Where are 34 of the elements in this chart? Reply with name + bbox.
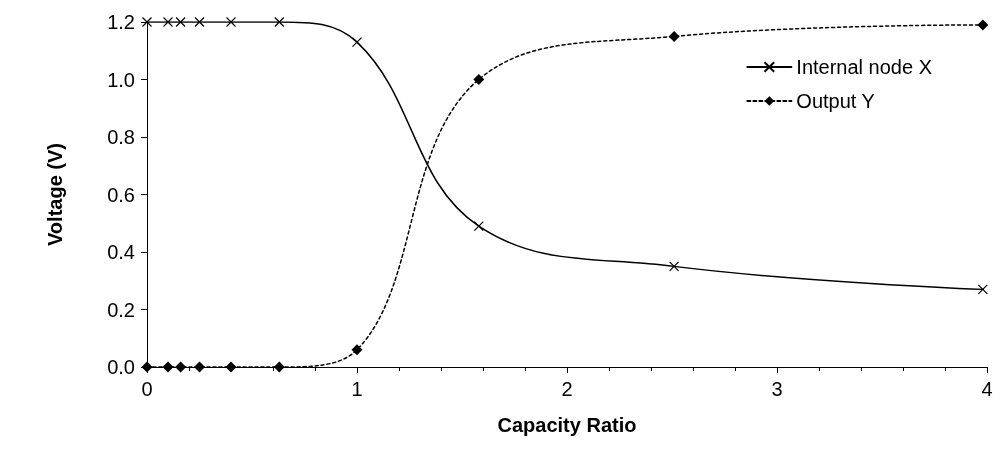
point xyxy=(669,261,680,272)
y-tick-label: 0.8 xyxy=(107,126,135,148)
x-tick-label: 2 xyxy=(561,378,573,400)
y-tick-label: 1.0 xyxy=(107,68,135,91)
y-axis-title: Voltage (V) xyxy=(44,143,66,246)
legend-label: Internal node X xyxy=(796,56,932,78)
point xyxy=(175,361,187,373)
x-axis-title: Capacity Ratio xyxy=(497,414,637,436)
y-tick-label: 0.2 xyxy=(107,298,135,321)
point xyxy=(977,284,988,295)
point xyxy=(225,361,237,373)
y-tick-label: 1.2 xyxy=(107,11,135,33)
point xyxy=(351,37,363,48)
point xyxy=(274,16,285,28)
point xyxy=(175,16,186,28)
point xyxy=(273,361,285,373)
y-tick-label: 0.4 xyxy=(107,241,135,263)
x-tick-label: 0 xyxy=(141,378,153,400)
x-tick-label: 3 xyxy=(771,378,783,400)
point xyxy=(668,30,680,42)
y-tick-label: 0.0 xyxy=(107,356,135,378)
point xyxy=(473,74,485,85)
x-tick-label: 1 xyxy=(351,378,363,400)
point xyxy=(162,361,174,373)
legend-label: Output Y xyxy=(796,90,875,112)
y-tick-label: 0.6 xyxy=(107,183,135,206)
point xyxy=(977,19,989,31)
point xyxy=(473,221,484,232)
point xyxy=(194,361,205,373)
point xyxy=(162,16,174,28)
point xyxy=(225,16,237,28)
point xyxy=(351,344,363,356)
point xyxy=(194,16,205,28)
x-tick-label: 4 xyxy=(981,378,993,400)
